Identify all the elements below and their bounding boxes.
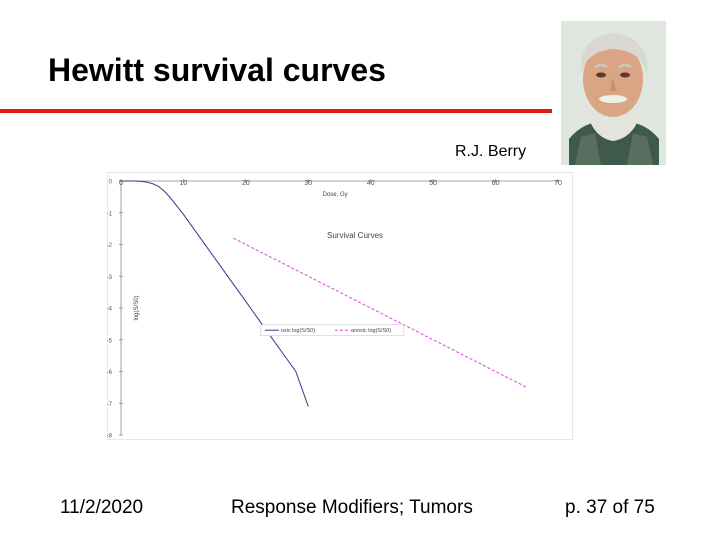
x-tick-label: 10 [180,180,188,187]
footer-page-number: p. 37 of 75 [565,497,655,518]
y-tick-label: -4 [107,307,113,313]
legend-box [260,324,405,337]
y-tick-label: -7 [107,402,113,408]
y-tick-label: -8 [107,434,113,440]
y-tick-label: -6 [107,370,113,376]
y-tick-label: -2 [107,243,113,249]
x-tick-label: 0 [119,180,123,187]
y-tick-label: 0 [109,180,113,186]
legend-label: anoxic log(S/S0) [351,328,392,334]
slide-title: Hewitt survival curves [48,52,386,88]
photo-caption: R.J. Berry [455,143,527,160]
x-tick-label: 20 [242,180,250,187]
footer-date: 11/2/2020 [60,497,144,518]
x-tick-label: 50 [429,180,437,187]
legend-label: oxic log(S/S0) [281,328,315,334]
footer-topic: Response Modifiers; Tumors [231,497,473,518]
x-tick-label: 60 [492,180,500,187]
x-axis-label: Dose, Gy [323,192,348,198]
portrait-photo [561,21,666,165]
y-tick-label: -1 [107,211,113,217]
y-tick-label: -3 [107,275,113,281]
chart-title: Survival Curves [327,231,383,240]
x-tick-label: 70 [554,180,562,187]
x-tick-label: 30 [304,180,312,187]
x-tick-label: 40 [367,180,375,187]
title-underline [0,109,552,113]
survival-chart: 0 10 20 30 40 50 60 70 0 -1 -2 -3 -4 -5 -6 -7 -8 Dose, Gy… [107,172,573,440]
y-tick-label: -5 [107,338,113,344]
y-axis-label: log(S/S0) [134,295,140,320]
